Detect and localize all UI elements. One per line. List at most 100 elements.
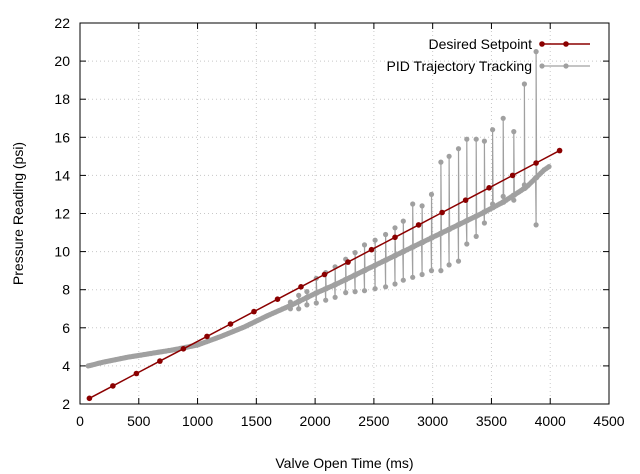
- y-tick-label: 22: [54, 15, 70, 31]
- pid-trajectory-point: [473, 233, 479, 239]
- pid-trajectory-point: [352, 289, 358, 295]
- desired-setpoint-point: [368, 246, 375, 253]
- series-pid-trajectory-tracking: [85, 49, 552, 369]
- x-tick-label: 2000: [300, 413, 331, 429]
- y-tick-label: 20: [54, 53, 70, 69]
- desired-setpoint-point: [157, 358, 163, 364]
- y-axis-label: Pressure Reading (psi): [10, 142, 26, 285]
- pid-trajectory-point: [304, 302, 310, 308]
- pid-trajectory-point: [400, 218, 406, 224]
- pid-trajectory-point: [511, 129, 517, 135]
- y-tick-label: 6: [62, 320, 70, 336]
- desired-setpoint-point: [86, 395, 93, 402]
- pid-trajectory-point: [438, 268, 444, 274]
- legend: Desired Setpoint PID Trajectory Tracking: [387, 36, 590, 74]
- legend-marker-pid-trajectory-tracking: [563, 63, 569, 69]
- desired-setpoint-point: [486, 185, 492, 191]
- pid-trajectory-point: [428, 268, 435, 274]
- x-axis-label: Valve Open Time (ms): [275, 455, 413, 471]
- legend-label-pid-trajectory-tracking: PID Trajectory Tracking: [387, 58, 533, 74]
- desired-setpoint-point: [204, 333, 210, 340]
- pid-trajectory-point: [546, 164, 552, 170]
- pid-trajectory-point: [361, 288, 368, 294]
- pid-trajectory-point: [352, 250, 358, 256]
- pid-trajectory-point: [392, 225, 398, 231]
- pid-trajectory-point: [410, 201, 416, 207]
- pid-trajectory-point: [500, 115, 506, 121]
- desired-setpoint-point: [556, 147, 563, 154]
- pid-trajectory-point: [500, 193, 506, 199]
- y-tick-label: 18: [54, 91, 70, 107]
- pid-trajectory-point: [332, 294, 338, 300]
- pid-trajectory-point: [438, 159, 444, 165]
- pid-trajectory-point: [410, 274, 416, 280]
- pid-trajectory-point: [428, 191, 435, 197]
- pid-trajectory-point: [464, 136, 470, 142]
- pid-trajectory-point: [323, 297, 329, 303]
- x-tick-label: 4000: [535, 413, 566, 429]
- pid-trajectory-point: [313, 300, 319, 306]
- y-tick-label: 4: [62, 358, 70, 374]
- x-tick-label: 3500: [476, 413, 507, 429]
- pid-trajectory-point: [400, 277, 406, 283]
- desired-setpoint-point: [298, 284, 304, 290]
- pid-trajectory-point: [372, 286, 378, 292]
- desired-setpoint-point: [227, 321, 234, 327]
- y-tick-label: 2: [62, 396, 70, 412]
- pid-trajectory-point: [296, 306, 302, 312]
- x-tick-label: 4500: [593, 413, 624, 429]
- pid-trajectory-point: [521, 81, 528, 87]
- pid-trajectory-point: [296, 292, 302, 298]
- x-tick-label: 0: [76, 413, 84, 429]
- pid-trajectory-point: [455, 258, 462, 264]
- desired-setpoint-point: [251, 308, 257, 315]
- legend-marker-pid-trajectory-tracking: [539, 63, 545, 69]
- desired-setpoint-point: [133, 370, 140, 377]
- series-layer: [85, 49, 563, 402]
- pid-trajectory-point: [473, 136, 479, 142]
- pid-trajectory-point: [419, 271, 425, 278]
- pid-trajectory-point: [392, 281, 398, 287]
- legend-label-desired-setpoint: Desired Setpoint: [428, 36, 532, 52]
- y-tick-label: 12: [54, 206, 70, 222]
- pid-trajectory-point: [383, 231, 389, 238]
- desired-setpoint-point: [509, 172, 516, 179]
- pid-trajectory-point: [446, 153, 452, 159]
- y-tick-label: 16: [54, 129, 70, 145]
- pid-trajectory-point: [481, 138, 487, 144]
- desired-setpoint-point: [110, 383, 116, 389]
- pid-trajectory-point: [446, 262, 452, 268]
- legend-marker-desired-setpoint: [539, 41, 545, 47]
- pid-trajectory-point: [361, 242, 368, 248]
- x-tick-label: 1500: [241, 413, 272, 429]
- desired-setpoint-point: [392, 234, 398, 241]
- pid-trajectory-point: [372, 237, 378, 243]
- x-tick-label: 1000: [182, 413, 213, 429]
- pid-trajectory-point: [533, 49, 539, 55]
- pid-trajectory-point: [419, 203, 425, 209]
- series-desired-setpoint: [86, 147, 563, 402]
- pid-trajectory-point: [481, 220, 487, 226]
- y-tick-label: 8: [62, 282, 70, 298]
- pid-trajectory-line: [88, 51, 550, 367]
- pid-trajectory-point: [464, 241, 470, 247]
- pid-trajectory-point: [490, 127, 496, 133]
- grid: [80, 23, 609, 404]
- y-tick-label: 10: [54, 244, 70, 260]
- axis-ticks: 0 500 1000 1500 2000 2500 3000 3500 4000 4500 2 4 6 8…: [54, 15, 624, 429]
- pid-trajectory-point: [511, 197, 517, 203]
- desired-setpoint-point: [462, 197, 469, 203]
- x-tick-label: 2500: [358, 413, 389, 429]
- desired-setpoint-point: [415, 222, 422, 228]
- x-tick-label: 3000: [417, 413, 448, 429]
- desired-setpoint-point: [439, 209, 445, 216]
- pid-trajectory-point: [533, 222, 539, 228]
- desired-setpoint-point: [180, 346, 187, 352]
- pid-trajectory-point: [455, 146, 462, 152]
- desired-setpoint-point: [274, 296, 281, 303]
- pid-trajectory-point: [343, 290, 349, 296]
- desired-setpoint-point: [533, 160, 539, 166]
- legend-marker-desired-setpoint: [563, 41, 569, 47]
- pid-trajectory-point: [383, 284, 389, 290]
